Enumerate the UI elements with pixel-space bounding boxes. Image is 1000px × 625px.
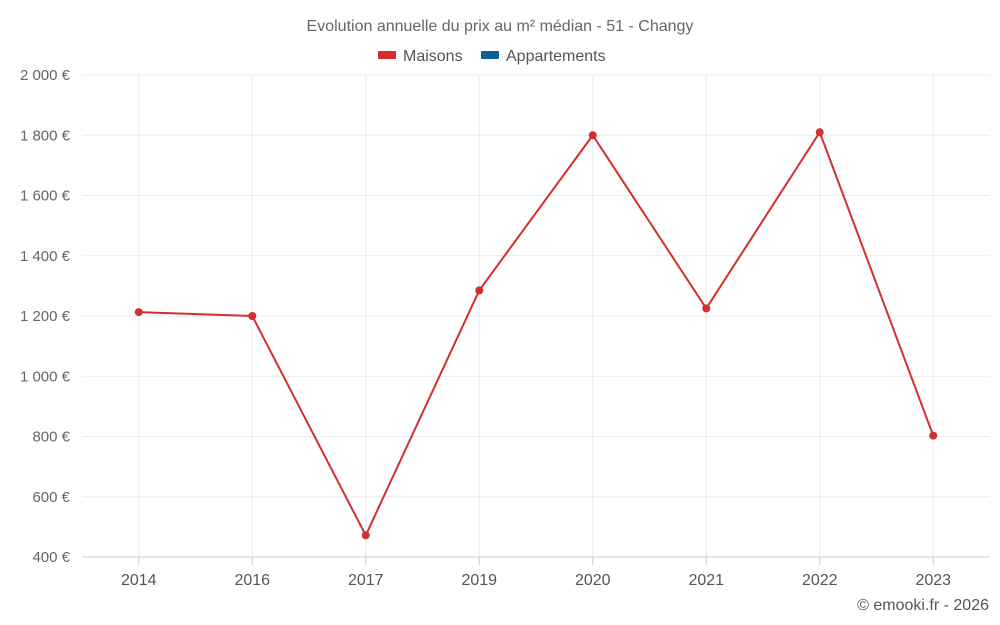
data-point-maisons[interactable]	[248, 312, 257, 320]
data-point-maisons[interactable]	[929, 431, 938, 440]
x-tick-label: 2023	[915, 572, 951, 589]
x-tick-label: 2022	[802, 572, 838, 589]
y-tick-label: 1 000 €	[20, 368, 71, 385]
series-maisons	[134, 128, 938, 540]
y-tick-label: 400 €	[32, 549, 70, 566]
y-tick-label: 1 200 €	[20, 308, 71, 325]
x-tick-label: 2016	[234, 572, 270, 589]
data-point-maisons[interactable]	[588, 131, 597, 140]
legend-item-appartements[interactable]: Appartements	[481, 48, 606, 65]
legend: Maisons Appartements	[378, 48, 606, 65]
data-point-maisons[interactable]	[702, 304, 711, 313]
y-tick-label: 800 €	[32, 429, 70, 446]
x-tick-label: 2014	[121, 572, 157, 589]
x-tick-label: 2017	[348, 572, 384, 589]
legend-label-appartements: Appartements	[506, 48, 606, 65]
y-tick-label: 1 600 €	[20, 188, 71, 205]
chart-title: Evolution annuelle du prix au m² médian …	[307, 18, 694, 35]
data-point-maisons[interactable]	[134, 308, 143, 317]
credit-text: © emooki.fr - 2026	[857, 597, 989, 614]
legend-swatch-maisons	[378, 51, 396, 59]
grid	[82, 74, 990, 557]
data-point-maisons[interactable]	[815, 128, 824, 137]
x-tick-label: 2020	[575, 572, 611, 589]
y-tick-label: 2 000 €	[20, 67, 71, 84]
y-axis: 400 € 600 € 800 € 1 000 € 1 200 € 1 400 € 1 60…	[20, 67, 71, 566]
x-axis: 2014 2016 2017 2019 2020 2021 2022 2023	[82, 556, 990, 589]
x-tick-label: 2021	[688, 572, 724, 589]
legend-swatch-appartements	[481, 51, 499, 59]
y-tick-label: 1 800 €	[20, 127, 71, 144]
data-point-maisons[interactable]	[361, 531, 370, 540]
legend-label-maisons: Maisons	[403, 48, 463, 65]
series-line-maisons	[138, 131, 935, 537]
data-point-maisons[interactable]	[475, 286, 484, 295]
legend-item-maisons[interactable]: Maisons	[378, 48, 463, 65]
y-tick-label: 1 400 €	[20, 248, 71, 265]
x-tick-label: 2019	[461, 572, 497, 589]
y-tick-label: 600 €	[32, 489, 70, 506]
